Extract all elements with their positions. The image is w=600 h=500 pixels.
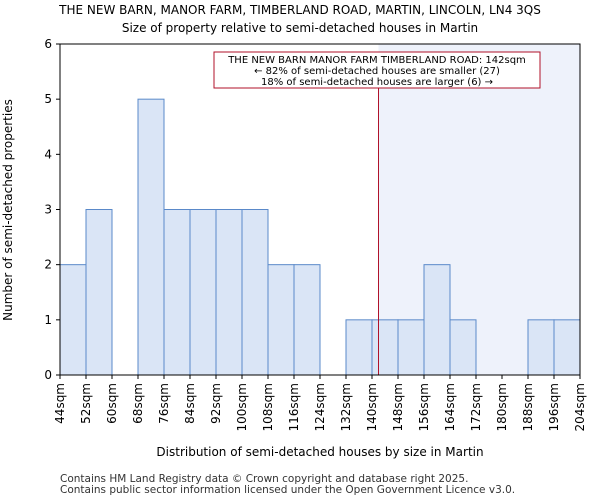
y-tick-label: 0: [44, 368, 52, 382]
footer-licence: Contains public sector information licen…: [60, 484, 516, 496]
x-axis-ticks: 44sqm 52sqm 60sqm 68sqm 76sqm 84sqm 92sqm 100sq…: [53, 375, 587, 431]
y-tick-label: 2: [44, 258, 52, 272]
x-tick-label: 84sqm: [183, 383, 197, 424]
x-axis-label: Distribution of semi-detached houses by …: [156, 445, 483, 459]
x-tick-label: 140sqm: [365, 383, 379, 431]
y-tick-label: 6: [44, 37, 52, 51]
bars: [59, 98, 581, 376]
annotation-line-2: ← 82% of semi-detached houses are smalle…: [254, 66, 500, 77]
y-axis-label: Number of semi-detached properties: [1, 99, 15, 321]
x-tick-label: 92sqm: [209, 383, 223, 424]
x-tick-label: 100sqm: [235, 383, 249, 431]
y-tick-label: 5: [44, 92, 52, 106]
bar-84sqm: [189, 209, 217, 376]
y-tick-label: 4: [44, 147, 52, 161]
bar-148sqm: [397, 319, 425, 376]
bar-108sqm: [267, 264, 295, 376]
bar-76sqm: [163, 209, 191, 376]
x-tick-label: 180sqm: [495, 383, 509, 431]
annotation-line-1: THE NEW BARN MANOR FARM TIMBERLAND ROAD:…: [227, 55, 526, 66]
x-tick-label: 124sqm: [313, 383, 327, 431]
x-tick-label: 196sqm: [547, 383, 561, 431]
bar-44sqm: [59, 264, 87, 376]
bar-156sqm: [423, 264, 451, 376]
bar-196sqm: [553, 319, 581, 376]
x-tick-label: 52sqm: [79, 383, 93, 424]
y-tick-label: 1: [44, 313, 52, 327]
x-tick-label: 204sqm: [573, 383, 587, 431]
y-tick-label: 3: [44, 203, 52, 217]
bar-100sqm: [241, 209, 269, 376]
x-tick-label: 68sqm: [131, 383, 145, 424]
x-tick-label: 188sqm: [521, 383, 535, 431]
plot-frame: [59, 43, 581, 376]
chart-subtitle: Size of property relative to semi-detach…: [122, 21, 478, 35]
bar-188sqm: [527, 319, 555, 376]
x-tick-label: 132sqm: [339, 383, 353, 431]
bar-164sqm: [449, 319, 477, 376]
bar-140sqm: [371, 319, 399, 376]
annotation-line-3: 18% of semi-detached houses are larger (…: [261, 77, 493, 88]
x-tick-label: 164sqm: [443, 383, 457, 431]
chart-title: THE NEW BARN, MANOR FARM, TIMBERLAND ROA…: [58, 3, 541, 17]
bar-116sqm: [293, 264, 321, 376]
x-tick-label: 156sqm: [417, 383, 431, 431]
x-tick-label: 60sqm: [105, 383, 119, 424]
x-tick-label: 76sqm: [157, 383, 171, 424]
footer-copyright: Contains HM Land Registry data © Crown c…: [60, 473, 469, 485]
x-tick-label: 172sqm: [469, 383, 483, 431]
annotation-box: [213, 51, 541, 89]
x-tick-label: 44sqm: [53, 383, 67, 424]
bar-92sqm: [215, 209, 243, 376]
bar-52sqm: [85, 209, 113, 376]
x-tick-label: 116sqm: [287, 383, 301, 431]
bar-68sqm: [137, 98, 165, 376]
y-axis-ticks: 0 1 2 3 4 5 6: [44, 37, 60, 382]
bar-132sqm: [345, 319, 373, 376]
x-tick-label: 108sqm: [261, 383, 275, 431]
x-tick-label: 148sqm: [391, 383, 405, 431]
